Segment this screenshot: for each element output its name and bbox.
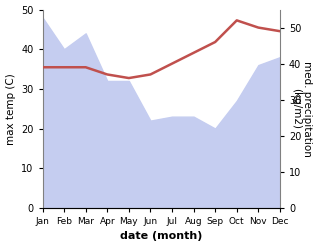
X-axis label: date (month): date (month) — [120, 231, 203, 242]
Y-axis label: max temp (C): max temp (C) — [5, 73, 16, 144]
Y-axis label: med. precipitation
(kg/m2): med. precipitation (kg/m2) — [291, 61, 313, 157]
